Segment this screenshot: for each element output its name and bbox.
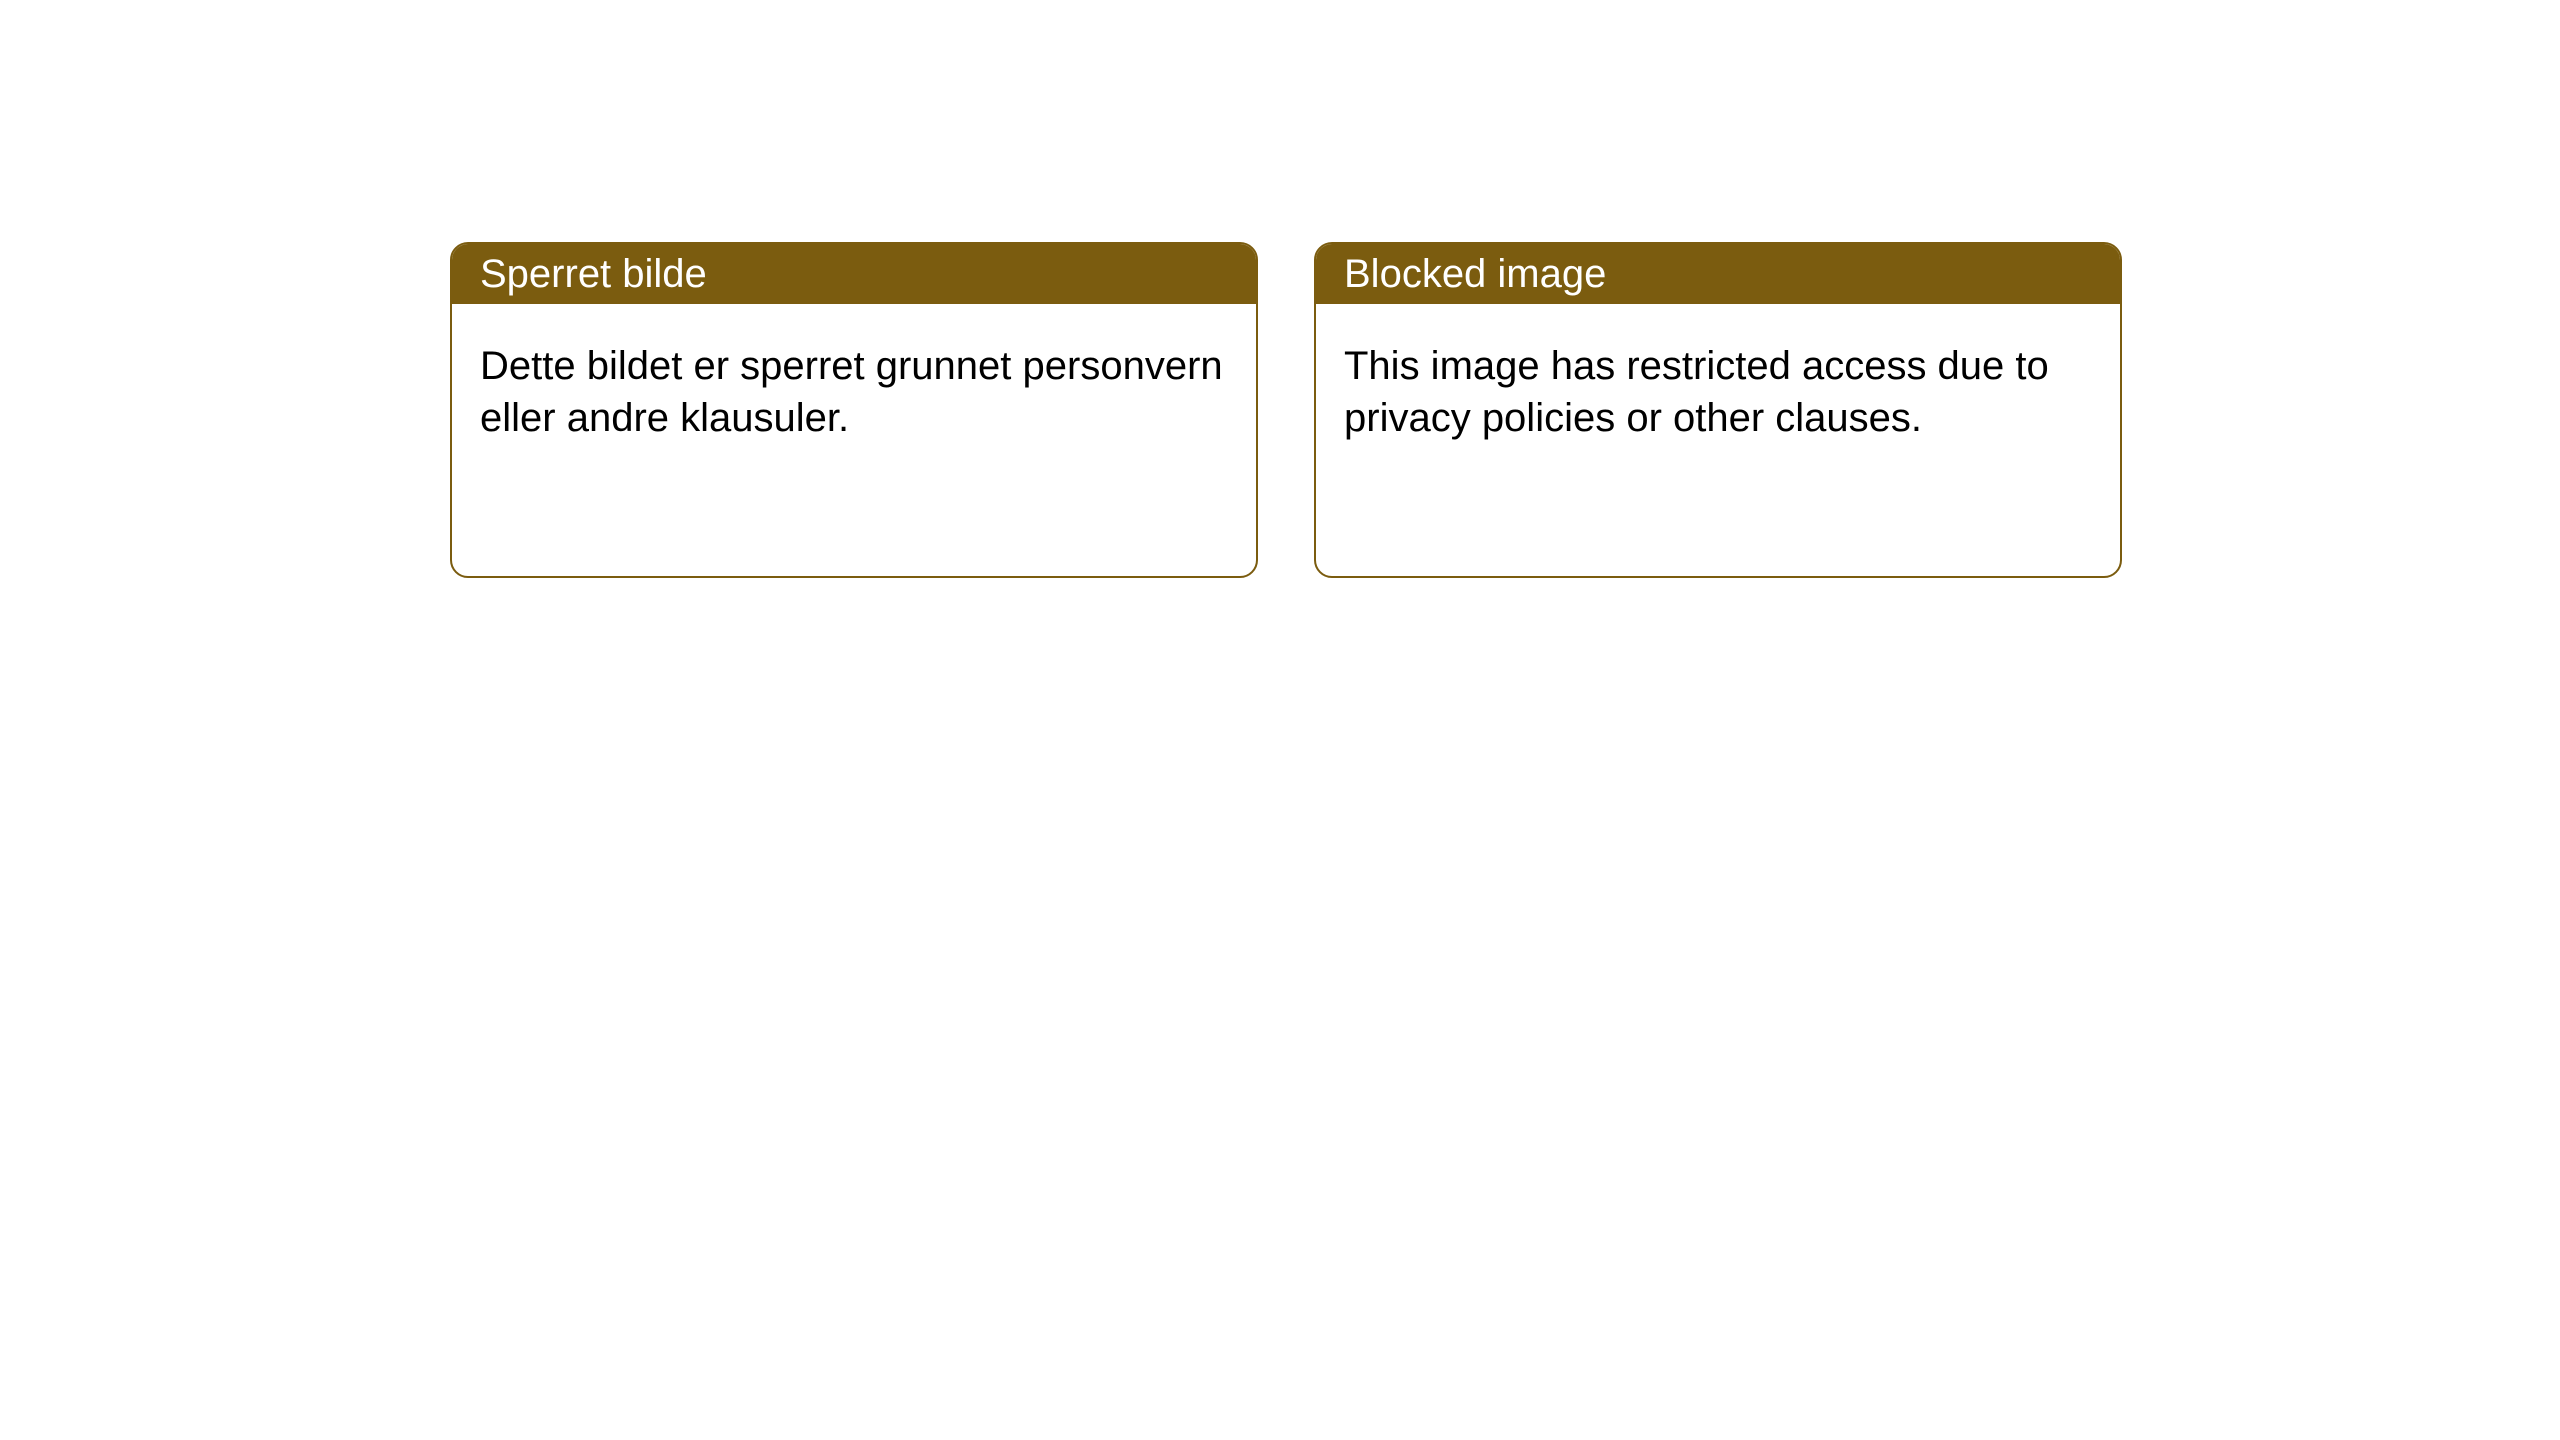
notice-header-english: Blocked image (1316, 244, 2120, 304)
notice-body-norwegian: Dette bildet er sperret grunnet personve… (452, 304, 1256, 480)
notice-title-norwegian: Sperret bilde (480, 252, 707, 297)
notice-container: Sperret bilde Dette bildet er sperret gr… (0, 0, 2560, 578)
notice-box-english: Blocked image This image has restricted … (1314, 242, 2122, 578)
notice-text-norwegian: Dette bildet er sperret grunnet personve… (480, 344, 1223, 440)
notice-text-english: This image has restricted access due to … (1344, 344, 2049, 440)
notice-header-norwegian: Sperret bilde (452, 244, 1256, 304)
notice-box-norwegian: Sperret bilde Dette bildet er sperret gr… (450, 242, 1258, 578)
notice-body-english: This image has restricted access due to … (1316, 304, 2120, 480)
notice-title-english: Blocked image (1344, 252, 1606, 297)
